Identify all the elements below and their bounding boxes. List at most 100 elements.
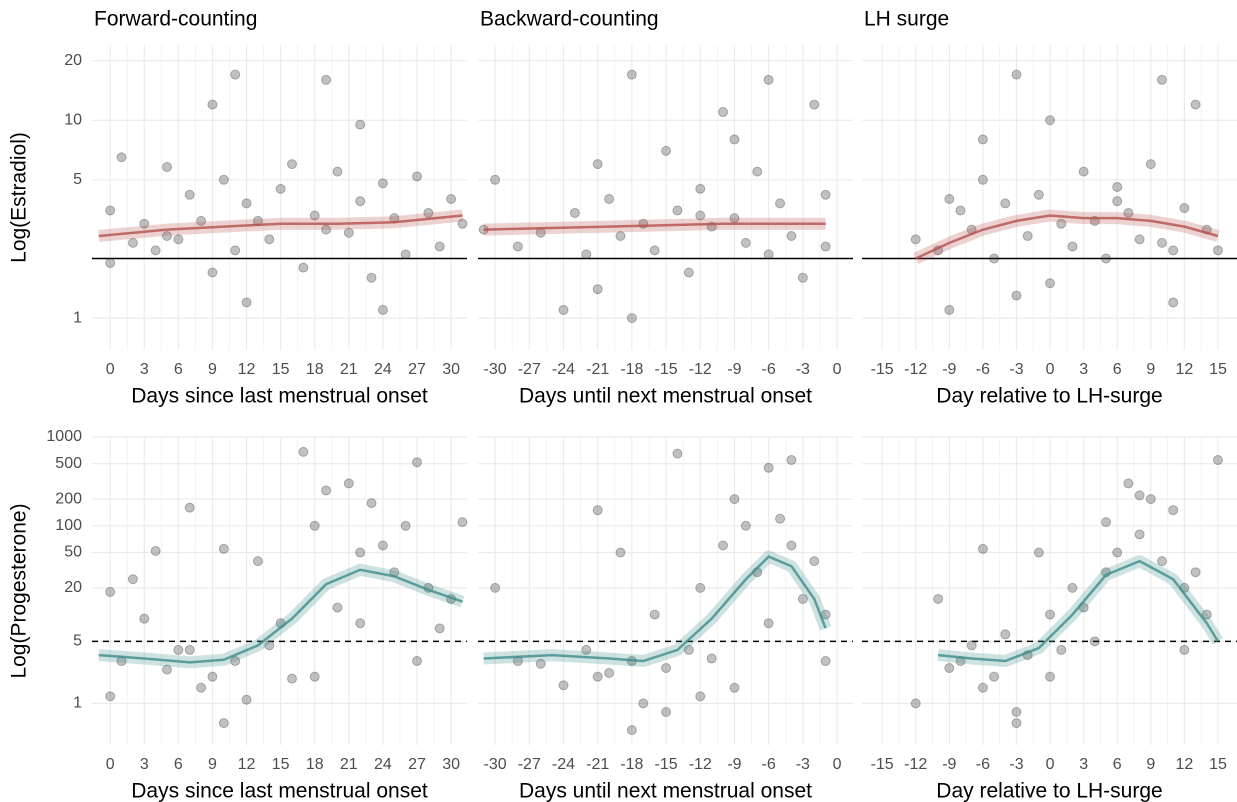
point [184,502,195,513]
x-tick-label: 27 [408,361,426,378]
point [400,249,411,260]
point [1190,567,1201,578]
point [1168,505,1179,516]
x-tick-label: 0 [1046,361,1055,378]
point [309,210,320,221]
point [275,183,286,194]
point [763,618,774,629]
x-tick-label: -12 [904,361,927,378]
point [977,543,988,554]
point [695,691,706,702]
point [298,446,309,457]
y-tick-label: 5 [73,171,82,188]
x-tick-label: 12 [238,361,256,378]
x-tick-label: -27 [518,756,541,773]
point [740,237,751,248]
point [1168,297,1179,308]
x-tick-label: 27 [408,756,426,773]
point [264,234,275,245]
x-tick-label: 30 [442,756,460,773]
point [264,640,275,651]
point [649,245,660,256]
x-tick-label: 15 [272,756,290,773]
x-tick-label: 9 [1146,756,1155,773]
point [412,656,422,667]
x-axis-label: Days since last menstrual onset [131,385,428,408]
x-tick-label: 0 [833,756,842,773]
point [332,166,343,177]
point [241,694,252,705]
point [355,196,366,207]
point [241,198,252,209]
x-tick-label: -6 [976,361,990,378]
y-tick-label: 20 [64,52,82,69]
point [309,520,320,531]
point [683,644,694,655]
y-axis-label: Log(Estradiol) [8,132,31,263]
y-tick-label: 1000 [46,428,82,445]
x-tick-label: 6 [174,756,183,773]
point [434,241,445,252]
point [649,609,660,620]
x-axis-label: Days since last menstrual onset [131,780,428,802]
x-tick-label: 12 [238,756,256,773]
y-tick-label: 1 [73,695,82,712]
point [105,691,116,702]
point [218,543,229,554]
x-tick-label: 3 [1079,361,1088,378]
x-tick-label: 15 [1209,756,1227,773]
y-axis-label: Log(Progesterone) [8,503,31,678]
x-tick-label: 21 [340,756,358,773]
point [1179,644,1190,655]
point [377,540,388,551]
point [1000,629,1011,640]
point [332,602,343,613]
point [695,183,706,194]
point [184,189,195,200]
point [105,257,116,268]
point [230,656,241,667]
x-tick-label: -18 [620,361,643,378]
point [309,671,320,682]
x-tick-label: 6 [1113,361,1122,378]
point [355,119,366,130]
point [1045,671,1056,682]
x-tick-label: -15 [655,756,678,773]
fit-band [937,555,1224,668]
point [797,272,808,283]
point [944,304,955,315]
point [661,707,672,718]
x-tick-label: -30 [484,361,507,378]
point [1212,455,1223,466]
x-tick-label: -9 [942,361,956,378]
x-tick-label: 6 [174,361,183,378]
point [457,517,468,528]
point [558,304,569,315]
point [298,262,309,273]
point [1134,234,1145,245]
point [592,505,603,516]
point [1123,478,1134,489]
point [162,230,172,241]
point [581,644,592,655]
point [1033,189,1044,200]
point [1157,74,1167,85]
point [718,107,729,118]
x-tick-label: 0 [1046,756,1055,773]
point [412,457,422,468]
x-tick-label: -3 [796,361,810,378]
point [1145,159,1156,170]
x-tick-label: 3 [140,361,149,378]
point [752,166,763,177]
x-tick-label: 0 [106,361,115,378]
point [706,653,717,664]
x-tick-label: 15 [1209,361,1227,378]
point [661,663,672,674]
panel: 0 3 6 9 12 15 18 21 24 27 30151020Forward-counting… [8,8,468,408]
panel: -15 -12 -9 -6 -3 0 3 6 9 12 15 LH surge Day relative… [862,8,1237,408]
point [1112,196,1123,207]
point [820,189,831,200]
point [910,698,921,709]
x-tick-label: 6 [1113,756,1122,773]
